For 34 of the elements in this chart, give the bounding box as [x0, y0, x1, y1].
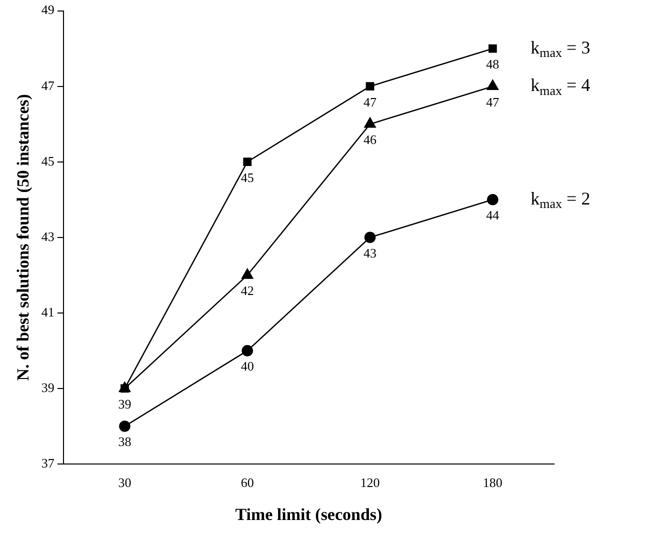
data-label: 39: [118, 396, 132, 412]
y-tick-label: 45: [41, 153, 54, 168]
data-label: 47: [486, 94, 500, 110]
point: [242, 268, 254, 279]
x-tick-label: 60: [240, 475, 254, 490]
y-axis-title: N. of best solutions found (50 instances): [14, 94, 33, 381]
x-tick-label: 30: [118, 475, 132, 490]
data-label: 48: [486, 56, 500, 72]
data-label: 45: [240, 170, 254, 185]
data-label: 44: [486, 208, 500, 223]
x-tick-label: 180: [482, 475, 502, 490]
data-label: 43: [364, 245, 377, 260]
y-tick-label: 41: [41, 304, 54, 320]
point: [487, 194, 498, 206]
point: [364, 117, 376, 128]
point: [486, 80, 499, 90]
y-tick-label: 39: [41, 380, 54, 395]
point: [119, 420, 130, 432]
point: [242, 345, 254, 356]
point: [488, 44, 497, 53]
data-label: 47: [364, 94, 378, 110]
y-tick-label: 49: [41, 2, 54, 18]
x-tick-label: 120: [360, 475, 380, 490]
data-label: 46: [364, 132, 378, 148]
point: [366, 82, 374, 91]
y-tick-label: 47: [41, 78, 55, 93]
data-label: 38: [118, 434, 132, 450]
point: [243, 158, 252, 166]
x-axis-title: Time limit (seconds): [235, 505, 382, 524]
data-label: 42: [240, 283, 254, 298]
y-tick-label: 37: [41, 455, 55, 470]
point: [364, 232, 376, 244]
y-tick-label: 43: [41, 228, 54, 244]
data-label: 40: [240, 358, 254, 374]
